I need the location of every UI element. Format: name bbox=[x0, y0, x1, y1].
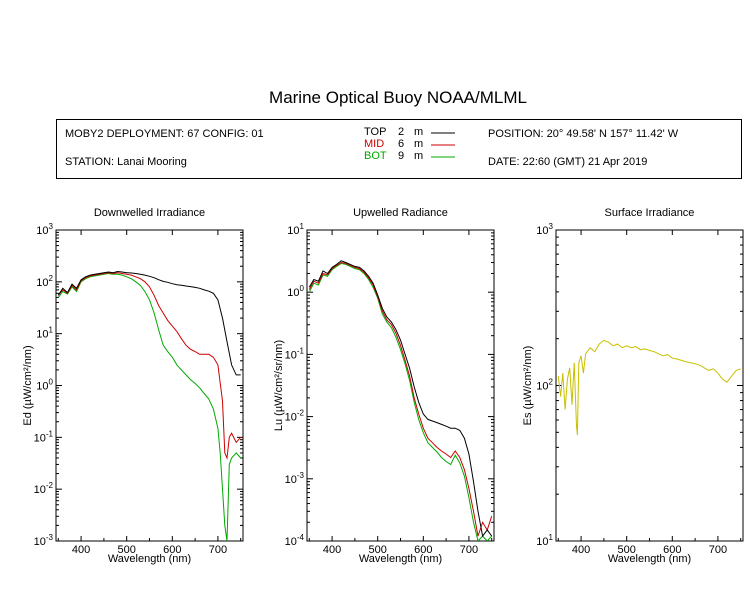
series-line-mid bbox=[57, 272, 242, 460]
plot-frame bbox=[306, 229, 495, 542]
series-line-mid bbox=[308, 261, 493, 537]
legend-bot-depth: 9 bbox=[398, 150, 405, 162]
legend-top-label: TOP bbox=[364, 126, 387, 138]
page-title: Marine Optical Buoy NOAA/MLML bbox=[269, 88, 527, 107]
chart-title: Surface Irradiance bbox=[605, 207, 695, 219]
x-tick-label: 500 bbox=[369, 544, 387, 556]
y-tick-label: 10-2 bbox=[285, 409, 305, 424]
y-tick-label: 10-1 bbox=[34, 429, 54, 444]
x-tick-label: 600 bbox=[163, 544, 181, 556]
position-text: POSITION: 20° 49.58' N 157° 11.42' W bbox=[488, 128, 679, 140]
series-line-top bbox=[308, 260, 493, 538]
y-tick-label: 100 bbox=[36, 378, 53, 393]
y-tick-label: 101 bbox=[536, 533, 553, 548]
legend-top-depth: 2 bbox=[398, 126, 405, 138]
x-tick-label: 700 bbox=[460, 544, 478, 556]
series-line-top bbox=[57, 270, 241, 376]
y-tick-label: 100 bbox=[287, 284, 304, 299]
y-tick-label: 103 bbox=[36, 222, 53, 237]
x-axis-label: Wavelength (nm) bbox=[108, 553, 191, 565]
y-tick-label: 101 bbox=[287, 222, 304, 237]
date-text: DATE: 22:60 (GMT) 21 Apr 2019 bbox=[488, 156, 648, 168]
chart-panel-0: Downwelled Irradiance 400 500 600 700 10-3 10-… bbox=[22, 207, 244, 565]
legend-mid-label: MID bbox=[364, 138, 385, 150]
y-tick-label: 10-4 bbox=[285, 533, 305, 548]
x-tick-label: 400 bbox=[572, 544, 590, 556]
y-tick-label: 10-2 bbox=[34, 481, 54, 496]
y-axis-label: Es (µW/cm²/nm) bbox=[522, 346, 534, 426]
chart-title: Upwelled Radiance bbox=[353, 207, 448, 219]
x-axis-label: Wavelength (nm) bbox=[359, 553, 442, 565]
x-tick-label: 700 bbox=[209, 544, 227, 556]
x-axis-label: Wavelength (nm) bbox=[608, 553, 691, 565]
y-tick-label: 102 bbox=[536, 378, 553, 393]
series-line-bot bbox=[57, 272, 242, 541]
x-tick-label: 400 bbox=[323, 544, 341, 556]
y-tick-label: 103 bbox=[536, 222, 553, 237]
y-tick-label: 10-1 bbox=[285, 346, 305, 361]
y-tick-label: 101 bbox=[36, 326, 53, 341]
plot-frame bbox=[555, 229, 744, 542]
legend-bot-unit: m bbox=[414, 150, 424, 162]
station-text: STATION: Lanai Mooring bbox=[65, 156, 187, 168]
legend-mid-unit: m bbox=[414, 138, 424, 150]
x-tick-label: 500 bbox=[118, 544, 136, 556]
legend-mid-depth: 6 bbox=[398, 138, 405, 150]
legend-swatches bbox=[431, 132, 455, 158]
chart-title: Downwelled Irradiance bbox=[94, 207, 205, 219]
series-line-bot bbox=[308, 262, 493, 541]
deployment-text: MOBY2 DEPLOYMENT: 67 CONFIG: 01 bbox=[65, 128, 264, 140]
legend-top-unit: m bbox=[414, 126, 424, 138]
y-axis-label: Lu (µW/cm²/sr/nm) bbox=[273, 340, 285, 431]
y-tick-label: 102 bbox=[36, 274, 53, 289]
x-tick-label: 600 bbox=[663, 544, 681, 556]
info-box: MOBY2 DEPLOYMENT: 67 CONFIG: 01 STATION:… bbox=[56, 119, 742, 179]
y-tick-label: 10-3 bbox=[34, 533, 54, 548]
y-axis-label: Ed (µW/cm²/nm) bbox=[22, 345, 34, 425]
x-tick-label: 700 bbox=[709, 544, 727, 556]
chart-panel-1: Upwelled Radiance 400 500 600 700 10-4 10-3 10-… bbox=[273, 207, 495, 565]
x-tick-label: 500 bbox=[618, 544, 636, 556]
x-tick-label: 600 bbox=[414, 544, 432, 556]
legend-bot-label: BOT bbox=[364, 150, 387, 162]
series-line-es bbox=[557, 339, 741, 436]
x-tick-label: 400 bbox=[72, 544, 90, 556]
y-tick-label: 10-3 bbox=[285, 471, 305, 486]
chart-panel-2: Surface Irradiance 400 500 600 700 101 102 103 W… bbox=[522, 207, 744, 565]
